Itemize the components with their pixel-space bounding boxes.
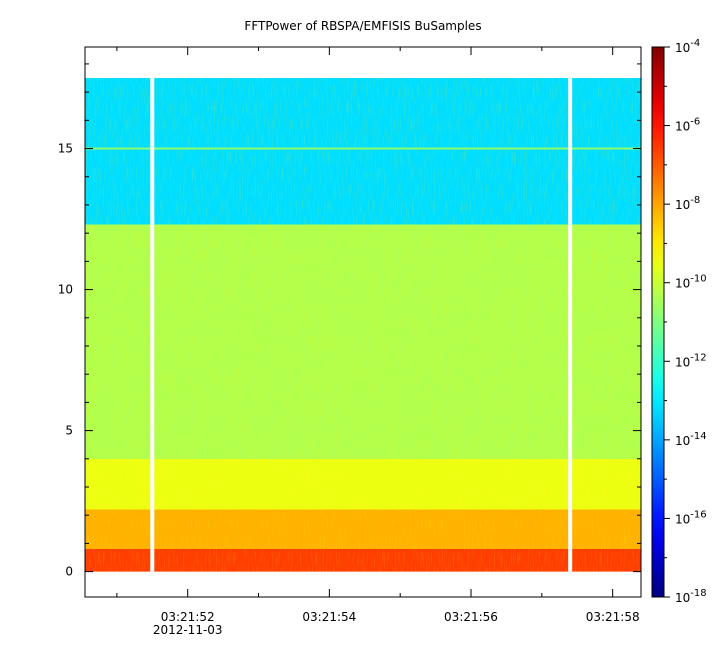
x-tick-label: 03:21:54 [302,610,356,624]
colorbar-tick-label: 10-10 [675,274,707,291]
x-tick-label: 03:21:52 [161,610,215,624]
y-tick-label: 10 [58,283,73,297]
x-tick-label: 03:21:58 [586,610,640,624]
colorbar-tick-label: 10-4 [675,38,700,55]
colorbar-tick-label: 10-16 [675,509,707,526]
y-tick-label: 15 [58,142,73,156]
spectrogram-layer [85,78,641,572]
spectrogram-texture [85,78,641,572]
narrowband-line-15 [85,147,641,150]
x-tick-label: 03:21:56 [444,610,498,624]
chart-title: FFTPower of RBSPA/EMFISIS BuSamples [244,19,481,33]
colorbar [651,46,665,598]
colorbar-tick-label: 10-8 [675,195,700,212]
colorbar-tick-label: 10-18 [675,588,707,605]
y-tick-label: 0 [65,565,73,579]
data-gap-2 [568,78,573,572]
colorbar-tick-label: 10-6 [675,117,700,134]
x-date-label: 2012-11-03 [153,623,223,637]
data-gap-1 [150,78,155,572]
colorbar-tick-label: 10-14 [675,431,707,448]
colorbar-tick-label: 10-12 [675,352,707,369]
plot-frame [84,46,642,598]
y-tick-label: 5 [65,424,73,438]
